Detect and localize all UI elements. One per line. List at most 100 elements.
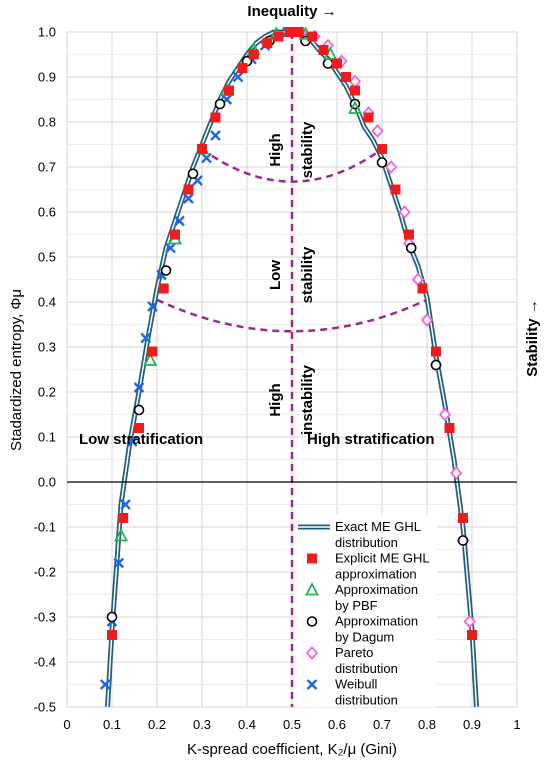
y-axis-title: Stadardized entropy, Φμ — [8, 289, 25, 451]
square-marker — [332, 58, 342, 69]
x-tick-label: 0.1 — [103, 717, 121, 732]
x-tick-label: 0.7 — [373, 717, 391, 732]
stability-dashed-lines — [156, 32, 428, 707]
square-marker — [210, 112, 221, 123]
circle-marker — [457, 535, 469, 546]
diamond-marker — [420, 313, 434, 327]
diamond-marker — [438, 407, 452, 422]
legend-label: Approximation — [335, 582, 418, 597]
square-marker — [158, 283, 169, 294]
x-marker — [126, 436, 138, 447]
triangle-marker — [143, 352, 158, 366]
legend-box — [297, 515, 437, 707]
circle-marker — [430, 359, 442, 371]
legend-label-line2: distribution — [335, 535, 398, 550]
y-tick-label: 0.6 — [38, 205, 56, 220]
x-tick-label: 0.5 — [283, 717, 301, 732]
square-marker — [341, 72, 351, 82]
y-tick-label: 0.3 — [38, 340, 56, 355]
circle-marker — [322, 58, 334, 69]
square-marker — [417, 283, 428, 294]
circle-marker — [376, 157, 388, 168]
high-instability-label-1: High — [267, 383, 284, 416]
square-marker — [134, 423, 144, 433]
high-instability-label-2: instability — [299, 364, 316, 435]
square-marker — [183, 184, 194, 195]
low-stability-label-2: stability — [299, 246, 316, 303]
legend-square-swatch — [307, 553, 317, 564]
y-tick-label: 0.8 — [38, 115, 56, 130]
y-tick-label: 0.5 — [38, 250, 56, 265]
square-marker — [107, 630, 117, 640]
square-marker — [248, 49, 259, 60]
high-stability-boundary — [201, 147, 383, 183]
x-marker — [201, 152, 212, 164]
circle-marker — [106, 611, 118, 623]
legend-circle-swatch — [306, 616, 318, 627]
y-tick-label: -0.2 — [34, 565, 56, 580]
x-marker — [165, 242, 176, 254]
square-marker — [318, 45, 329, 55]
square-marker — [284, 27, 295, 37]
y-tick-label: 0.2 — [38, 385, 56, 400]
circle-marker — [187, 168, 199, 180]
y-tick-label: -0.4 — [34, 655, 56, 670]
diamond-marker — [371, 124, 384, 138]
diamond-marker — [450, 466, 463, 480]
y-tick-label: 0.4 — [38, 295, 56, 310]
legend-label: Pareto — [335, 645, 373, 660]
diamond-marker — [463, 614, 476, 629]
x-axis-title: K-spread coefficient, K₂/μ (Gini) — [187, 741, 397, 758]
square-marker — [118, 513, 129, 523]
top-label: Inequality → — [247, 3, 336, 20]
square-marker — [197, 144, 207, 154]
circle-marker — [214, 98, 226, 110]
legend-label-line2: distribution — [335, 661, 398, 676]
y-tick-label: 0.7 — [38, 160, 56, 175]
square-marker — [377, 144, 387, 154]
x-marker — [120, 499, 131, 510]
x-tick-label: 0 — [63, 717, 70, 732]
square-marker — [307, 31, 318, 42]
legend-diamond-swatch — [305, 646, 319, 660]
circle-marker — [133, 404, 145, 416]
square-marker — [273, 31, 284, 42]
legend-x-swatch — [306, 679, 318, 690]
square-marker — [444, 423, 455, 433]
x-tick-label: 0.4 — [238, 717, 256, 732]
x-marker — [133, 382, 145, 393]
legend-label-line2: by Dagum — [335, 630, 394, 645]
y-tick-label: 0.9 — [38, 70, 56, 85]
x-tick-label: 1 — [513, 717, 520, 732]
square-marker — [404, 229, 414, 240]
y-tick-label: -0.5 — [34, 700, 56, 715]
square-marker — [458, 513, 468, 523]
square-marker — [390, 184, 401, 195]
x-tick-label: 0.8 — [418, 717, 436, 732]
legend-label-line2: by PBF — [335, 598, 378, 613]
high-stability-label-1: High — [267, 133, 284, 166]
square-marker — [147, 346, 158, 357]
y-tick-label: 0.1 — [38, 430, 56, 445]
x-tick-label: 0.9 — [463, 717, 481, 732]
x-marker — [210, 130, 221, 141]
x-tick-label: 0.3 — [193, 717, 211, 732]
high-stability-label-2: stability — [299, 121, 316, 178]
y-tick-label: -0.1 — [34, 520, 56, 535]
data-markers — [99, 26, 477, 690]
legend-label: Weibull — [335, 677, 378, 692]
square-marker — [237, 63, 248, 73]
square-marker — [431, 346, 441, 357]
square-marker — [262, 38, 273, 49]
y-tick-label: -0.3 — [34, 610, 56, 625]
legend-triangle-swatch — [305, 582, 319, 596]
low-stability-boundary — [156, 298, 428, 333]
y-tick-label: 1.0 — [38, 25, 56, 40]
x-marker — [183, 193, 194, 204]
diamond-marker — [384, 160, 398, 174]
square-marker — [350, 85, 360, 96]
square-marker — [363, 112, 374, 123]
x-marker — [147, 301, 158, 312]
x-marker — [232, 71, 244, 83]
